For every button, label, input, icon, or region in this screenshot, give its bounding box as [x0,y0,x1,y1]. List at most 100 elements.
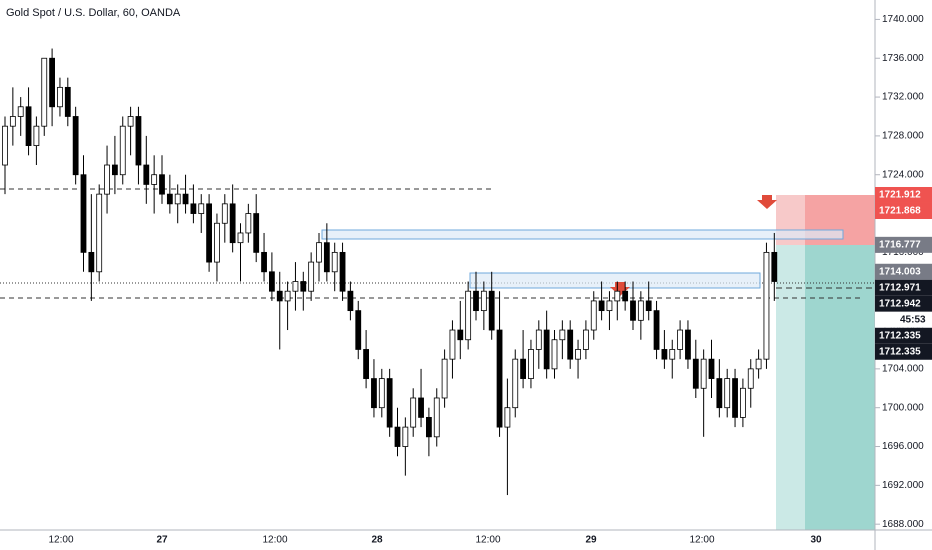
x-tick-label: 12:00 [689,535,714,546]
candle-body [677,329,683,350]
candle-body [425,416,432,438]
candle-body [355,310,362,350]
price-label-bg [875,327,932,344]
price-label-bg [875,279,932,296]
candle-body [480,290,487,312]
candle-body [622,290,629,302]
candle-body [363,349,370,379]
candle-body [159,174,165,195]
y-tick-label: 1700.000 [882,402,924,413]
candle-body [457,329,464,341]
candle-body [520,358,526,379]
candle-body [740,387,746,418]
candle-body [331,251,338,273]
candle-body [410,397,417,428]
candle-body [190,203,197,214]
arrow-down [757,195,777,209]
x-tick-label: 27 [156,535,168,546]
price-label: 1712.942 [879,298,921,309]
target-zone-dark [805,245,875,530]
candle-body [575,349,581,360]
candle-body [308,261,315,292]
candle-body [166,193,173,205]
candle-body [135,116,142,166]
candle-body [598,300,605,312]
candle-body [512,358,519,409]
y-tick-label: 1724.000 [882,169,924,180]
candle-body [488,290,495,331]
y-tick-label: 1728.000 [882,131,924,142]
zone-box [321,229,844,240]
price-label: 1712.971 [879,282,921,293]
candle-body [96,193,103,273]
candle-body [9,116,16,127]
drawings [0,188,875,530]
y-tick-label: 1688.000 [882,519,924,530]
price-label-bg [875,263,932,280]
candle-body [653,310,660,350]
candle-body [433,397,440,438]
candle-body [206,203,213,263]
candle-body [504,407,511,428]
candle-body [449,329,456,360]
candle-body [614,290,621,302]
candle-body [637,300,644,321]
x-tick-label: 30 [810,535,822,546]
candle-body [708,358,715,379]
candle-body [700,358,707,389]
candle-body [339,251,346,292]
candle-body [57,86,63,108]
candle-body [347,290,354,312]
y-tick-label: 1692.000 [882,480,924,491]
candle-body [661,349,668,360]
x-tick-label: 12:00 [262,535,287,546]
candle-body [724,378,731,409]
candle-body [2,125,8,166]
candle-body [402,426,409,447]
price-label-bg [875,343,932,360]
x-tick-label: 12:00 [48,535,73,546]
price-label: 1721.912 [879,190,921,201]
candle-body [543,329,550,370]
candle-body [323,242,330,273]
candle-body [716,378,723,409]
candle-body [64,86,71,117]
price-label: 1721.868 [879,206,921,217]
candle-body [49,57,55,108]
candle-body [630,300,636,321]
candle-body [33,125,40,147]
candle-body [763,251,770,360]
x-tick-label: 28 [371,535,383,546]
price-label-bg [875,311,932,328]
candle-body [127,116,134,127]
candle-body [245,213,252,234]
candle-body [316,242,322,263]
candle-body [732,378,738,418]
candle-body [771,251,778,282]
candle-body [496,329,503,428]
price-label-bg [875,295,932,312]
candle-body [386,378,393,428]
candle-body [221,203,228,224]
y-tick-label: 1732.000 [882,92,924,103]
candle-body [104,164,110,195]
candle-body [755,358,762,370]
candle-body [567,329,574,360]
candle-body [41,57,48,127]
x-tick-label: 12:00 [475,535,500,546]
candle-body [528,349,534,379]
price-label: 1716.777 [879,239,921,250]
candle-body [645,300,652,312]
candle-body [441,358,448,399]
candle-body [198,203,205,214]
price-label: 1712.335 [879,330,921,341]
candle-body [465,290,472,341]
candle-body [606,300,613,312]
candle-body [151,174,158,185]
candle-body [72,116,79,176]
y-tick-label: 1696.000 [882,441,924,452]
candle-body [112,164,118,176]
candle-body [559,329,566,341]
candle-body [692,358,699,389]
price-label-bg [875,202,932,219]
